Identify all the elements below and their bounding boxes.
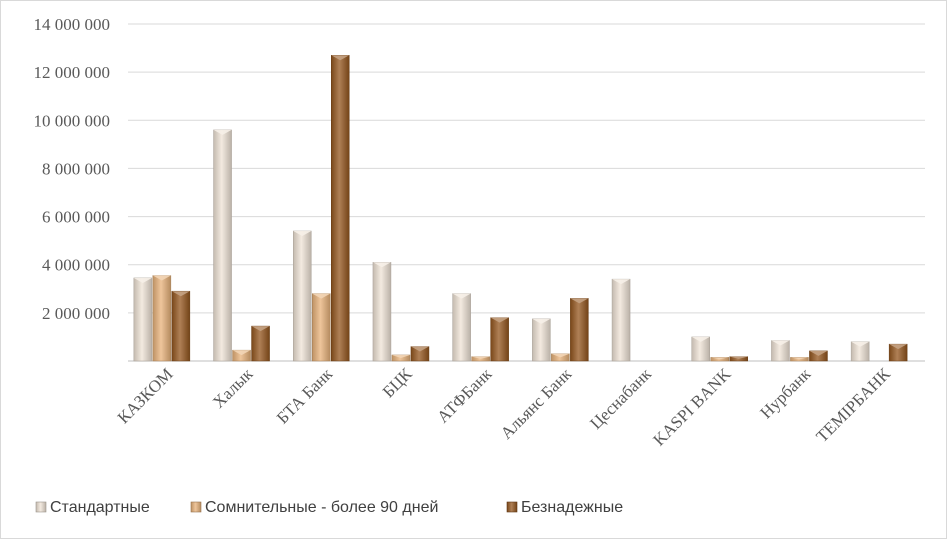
bar-cap — [452, 293, 471, 299]
y-tick-label: 8 000 000 — [42, 159, 110, 178]
x-tick-label: БЦК — [379, 364, 417, 402]
x-tick-label: КАЗКОМ — [114, 364, 177, 427]
bar-cap — [551, 353, 570, 358]
bar — [570, 298, 589, 362]
legend-swatch — [506, 501, 518, 513]
bar — [133, 277, 153, 362]
bar-cap — [152, 275, 171, 281]
bar-cap — [391, 354, 410, 358]
bar-cap — [809, 350, 828, 356]
gridlines — [128, 23, 925, 314]
bar-cap — [851, 341, 870, 347]
y-tick-labels: 14 000 000 12 000 000 10 000 000 8 000 000 6… — [34, 15, 111, 323]
bar-cap — [410, 346, 429, 352]
legend-label: Безнадежные — [521, 499, 623, 516]
bar-cap — [790, 357, 809, 360]
y-tick-label: 10 000 000 — [34, 111, 111, 130]
bar-cap — [171, 291, 190, 297]
bar-cap — [612, 279, 631, 285]
x-tick-label: ТЕМIРБАНК — [812, 364, 894, 446]
bar — [532, 318, 551, 362]
bar-cap — [532, 318, 551, 324]
bar-cap — [471, 356, 490, 359]
bar-cap — [331, 55, 350, 61]
bar-cap — [570, 298, 589, 304]
x-tick-label: Нурбанк — [756, 364, 814, 422]
legend: Стандартные Сомнительные - более 90 дней Б… — [35, 499, 623, 516]
legend-swatch — [190, 501, 202, 513]
bar-cap — [771, 340, 790, 346]
legend-swatch — [35, 501, 47, 513]
bar — [312, 293, 331, 362]
bar — [452, 293, 471, 362]
x-tick-label: Цеснабанк — [586, 364, 655, 433]
x-tick-label: АТФБанк — [433, 364, 496, 427]
bar-cap — [889, 344, 908, 350]
bar — [293, 230, 312, 362]
bar-cap — [729, 356, 748, 359]
legend-label: Стандартные — [50, 499, 150, 516]
legend-label: Сомнительные - более 90 дней — [205, 499, 438, 516]
bar — [372, 262, 392, 362]
bars — [133, 55, 908, 362]
x-tick-label: Альянс Банк — [497, 364, 576, 443]
bar — [152, 275, 172, 362]
x-tick-label: БТА Банк — [273, 364, 337, 428]
bar-cap — [251, 326, 270, 332]
bar — [490, 317, 509, 362]
bar-cap — [232, 350, 251, 356]
bar-cap — [213, 129, 232, 135]
x-tick-label: KASPI BANK — [649, 364, 735, 450]
bar — [213, 129, 232, 362]
bar — [251, 325, 270, 362]
bar — [611, 278, 631, 362]
x-tick-labels: КАЗКОМ Халык БТА Банк БЦК АТФБанк Альянс Банк… — [114, 364, 895, 450]
y-tick-label: 4 000 000 — [42, 256, 110, 275]
x-tick-label: Халык — [209, 364, 257, 412]
y-tick-label: 12 000 000 — [34, 63, 111, 82]
bar-cap — [490, 317, 509, 323]
bar-cap — [691, 336, 710, 342]
bar-cap — [312, 293, 331, 299]
bar-cap — [293, 231, 312, 237]
bar-cap — [710, 357, 729, 360]
y-tick-label: 6 000 000 — [42, 208, 110, 227]
bar — [331, 55, 350, 362]
bar-cap — [133, 277, 152, 283]
y-tick-label: 2 000 000 — [42, 304, 110, 323]
y-tick-label: 14 000 000 — [34, 15, 111, 34]
bar-cap — [372, 262, 391, 268]
bar — [171, 290, 191, 362]
